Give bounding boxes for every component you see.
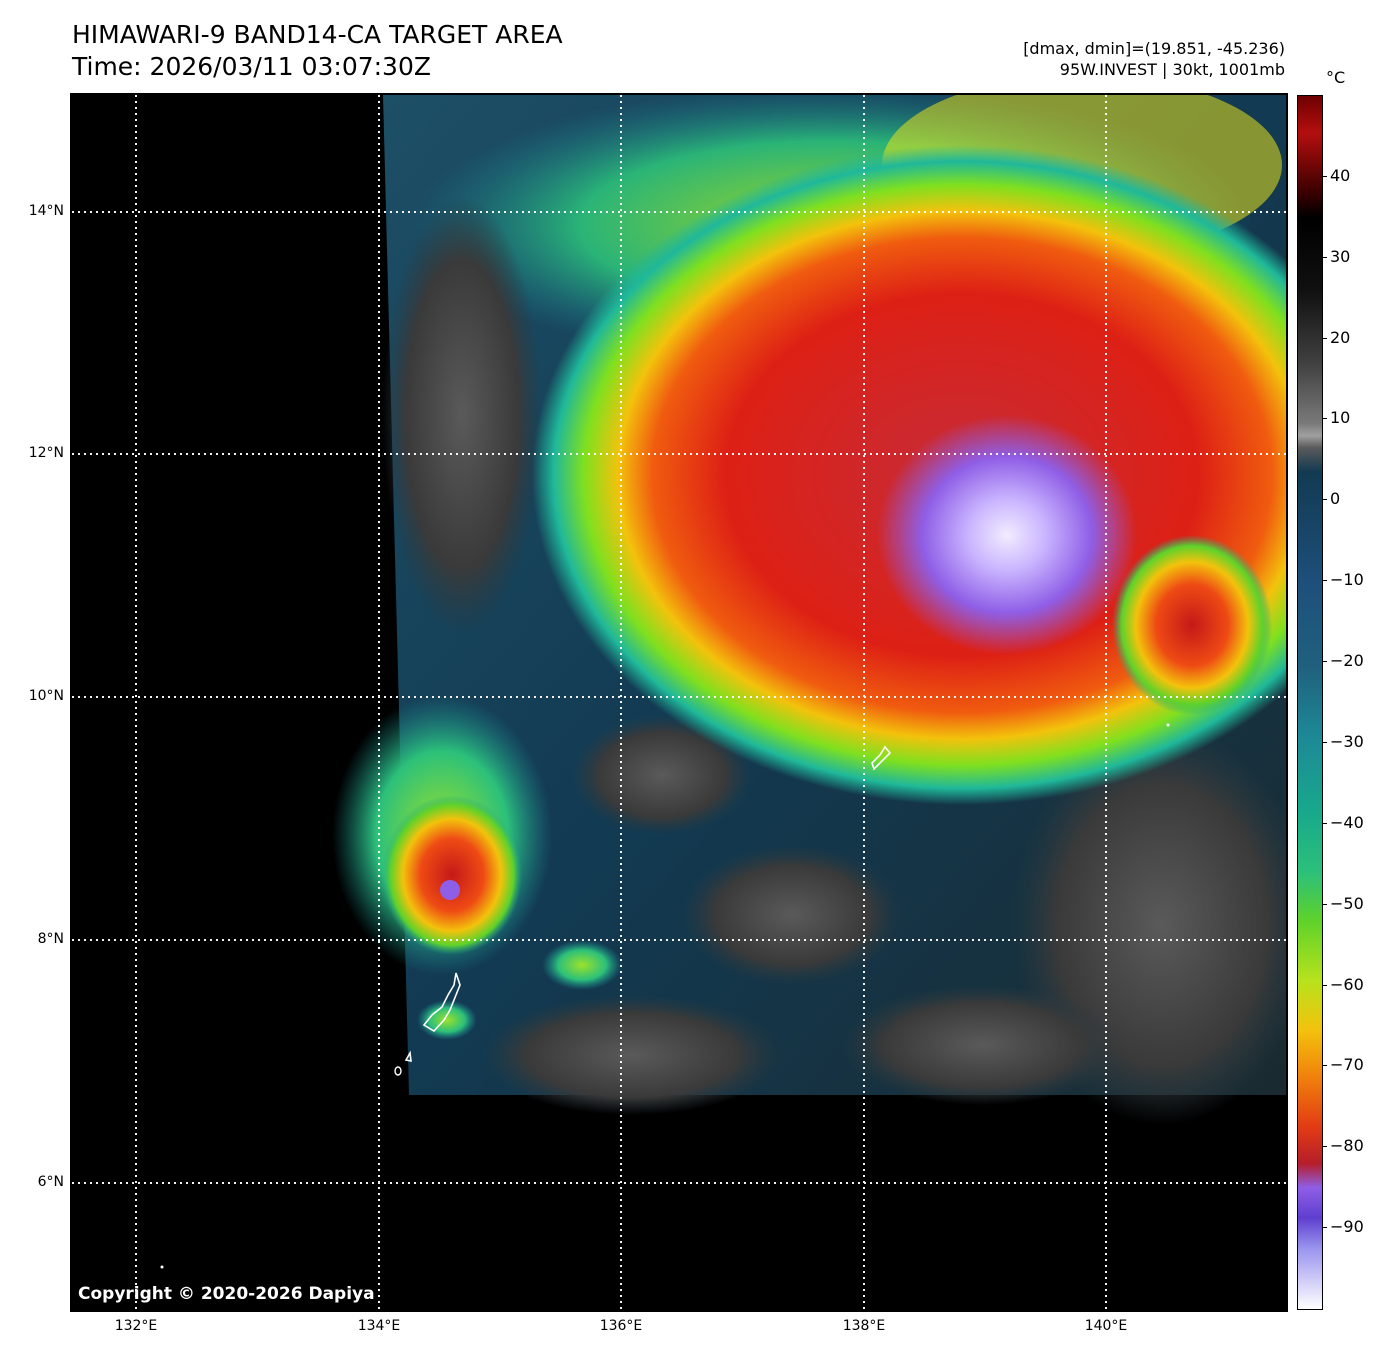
colorbar-tick-mark (1322, 580, 1327, 582)
colorbar-tick-label: 10 (1330, 408, 1351, 428)
ir-imagery (72, 95, 1286, 1310)
colorbar-tick-label: −30 (1330, 731, 1364, 751)
colorbar-tick-label: 0 (1330, 489, 1341, 509)
colorbar-tick-mark (1322, 337, 1327, 339)
satellite-image: Copyright © 2020-2026 Dapiya (70, 93, 1288, 1312)
colorbar-unit: °C (1326, 68, 1346, 87)
colorbar-tick-label: 30 (1330, 246, 1351, 266)
dmax-dmin-label: [dmax, dmin]=(19.851, -45.236) (1023, 39, 1285, 58)
convective-core (877, 415, 1137, 655)
colorbar-tick-mark (1322, 661, 1327, 663)
lat-label-14n: 14°N (28, 203, 64, 219)
colorbar-tick-label: −90 (1330, 1217, 1364, 1237)
lon-label-132e: 132°E (114, 1318, 158, 1334)
lat-label-6n: 6°N (37, 1174, 64, 1190)
colorbar-tick-label: −40 (1330, 812, 1364, 832)
east-cell (1112, 535, 1272, 715)
colorbar-tick-mark (1322, 822, 1327, 824)
low-cloud-west (382, 195, 542, 635)
lat-label-12n: 12°N (28, 445, 64, 461)
colorbar-tick-label: −70 (1330, 1055, 1364, 1075)
colorbar-tick-label: 20 (1330, 327, 1351, 347)
colorbar-tick-label: −50 (1330, 893, 1364, 913)
chart-title: HIMAWARI-9 BAND14-CA TARGET AREA (72, 20, 563, 49)
colorbar-tick-mark (1322, 256, 1327, 258)
colorbar-tick-mark (1322, 1065, 1327, 1067)
colorbar-tick-mark (1322, 1146, 1327, 1148)
colorbar-tick-mark (1322, 1227, 1327, 1229)
colorbar-tick-label: −60 (1330, 974, 1364, 994)
colorbar-tick-mark (1322, 175, 1327, 177)
graticule (72, 95, 1286, 1310)
colorbar (1297, 95, 1323, 1310)
colorbar-tick-mark (1322, 903, 1327, 905)
colorbar-tick-mark (1322, 984, 1327, 986)
coastline-yap (871, 745, 892, 771)
chart-timestamp: Time: 2026/03/11 03:07:30Z (72, 52, 431, 81)
lon-label-138e: 138°E (842, 1318, 886, 1334)
colorbar-tick-label: −10 (1330, 570, 1364, 590)
lat-label-10n: 10°N (28, 688, 64, 704)
copyright-label: Copyright © 2020-2026 Dapiya (78, 1284, 375, 1304)
colorbar-tick-mark (1322, 741, 1327, 743)
lon-label-136e: 136°E (599, 1318, 643, 1334)
lon-label-140e: 140°E (1084, 1318, 1128, 1334)
colorbar-tick-label: −20 (1330, 651, 1364, 671)
colorbar-tick-label: 40 (1330, 165, 1351, 185)
west-cell (382, 795, 522, 955)
coastline-palau (422, 972, 461, 1033)
lon-label-134e: 134°E (357, 1318, 401, 1334)
storm-info-label: 95W.INVEST | 30kt, 1001mb (1059, 60, 1285, 79)
colorbar-tick-mark (1322, 418, 1327, 420)
colorbar-tick-label: −80 (1330, 1136, 1364, 1156)
colorbar-tick-mark (1322, 499, 1327, 501)
lat-label-8n: 8°N (37, 931, 64, 947)
